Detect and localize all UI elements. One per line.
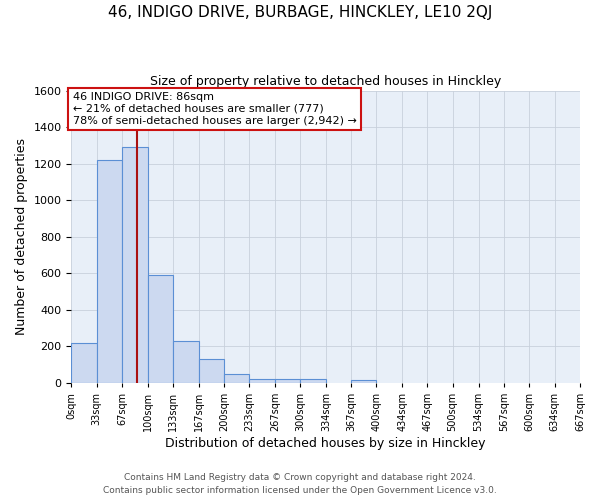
Bar: [249, 380, 275, 383]
Bar: [71, 343, 97, 383]
Bar: [173, 341, 199, 383]
Y-axis label: Number of detached properties: Number of detached properties: [15, 138, 28, 336]
Bar: [224, 374, 249, 383]
Bar: [351, 380, 376, 383]
Bar: [199, 360, 224, 383]
Title: Size of property relative to detached houses in Hinckley: Size of property relative to detached ho…: [150, 75, 502, 88]
Text: 46, INDIGO DRIVE, BURBAGE, HINCKLEY, LE10 2QJ: 46, INDIGO DRIVE, BURBAGE, HINCKLEY, LE1…: [108, 5, 492, 20]
X-axis label: Distribution of detached houses by size in Hinckley: Distribution of detached houses by size …: [166, 437, 486, 450]
Bar: [275, 380, 300, 383]
Bar: [300, 380, 326, 383]
Text: 46 INDIGO DRIVE: 86sqm
← 21% of detached houses are smaller (777)
78% of semi-de: 46 INDIGO DRIVE: 86sqm ← 21% of detached…: [73, 92, 357, 126]
Bar: [97, 160, 122, 383]
Bar: [148, 275, 173, 383]
Text: Contains HM Land Registry data © Crown copyright and database right 2024.
Contai: Contains HM Land Registry data © Crown c…: [103, 473, 497, 495]
Bar: [122, 147, 148, 383]
